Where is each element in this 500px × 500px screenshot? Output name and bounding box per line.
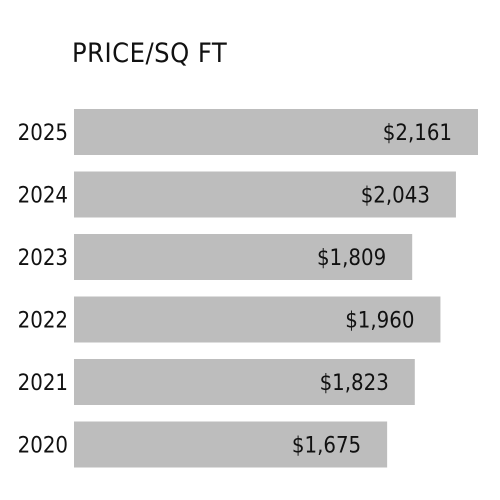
category-label-2023: 2023: [18, 246, 68, 271]
bar-2021: [74, 359, 415, 405]
category-label-2022: 2022: [18, 309, 68, 334]
value-label-2021: $1,823: [320, 371, 389, 396]
bar-2024: [74, 171, 456, 218]
bar-2022: [74, 296, 441, 343]
chart-title: PRICE/SQ FT: [72, 38, 228, 69]
category-label-2025: 2025: [18, 121, 68, 146]
bar-2023: [74, 234, 413, 280]
value-label-2024: $2,043: [361, 184, 430, 209]
value-label-2023: $1,809: [317, 246, 386, 271]
bar-2025: [74, 109, 478, 155]
category-label-2024: 2024: [18, 184, 68, 209]
value-label-2022: $1,960: [345, 309, 414, 334]
category-label-2021: 2021: [18, 371, 68, 396]
category-label-2020: 2020: [18, 434, 68, 459]
bar-2020: [74, 421, 388, 468]
value-label-2025: $2,161: [383, 121, 452, 146]
value-label-2020: $1,675: [292, 434, 361, 459]
